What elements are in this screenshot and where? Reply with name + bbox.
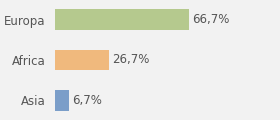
Text: 26,7%: 26,7% <box>112 54 149 66</box>
Bar <box>55 9 189 30</box>
Bar <box>55 50 109 70</box>
Bar <box>55 90 69 111</box>
Text: 6,7%: 6,7% <box>72 94 102 107</box>
Text: 66,7%: 66,7% <box>192 13 229 26</box>
